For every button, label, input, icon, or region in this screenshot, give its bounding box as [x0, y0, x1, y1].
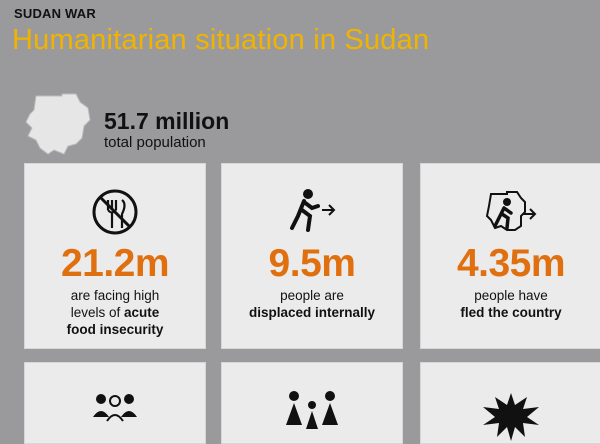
stat-description: people have fled the country — [421, 287, 600, 321]
stat-value: 21.2m — [60, 242, 170, 285]
family-icon — [286, 391, 338, 429]
stat-card-fled-country: 4.35m people have fled the country — [420, 163, 600, 349]
stat-desc-line: are facing high — [70, 288, 160, 303]
stat-desc-bold: acute — [124, 305, 160, 320]
population-label: total population — [104, 134, 206, 151]
population-value: 51.7 million — [104, 108, 230, 134]
explosion-icon — [483, 393, 539, 441]
stat-card-family — [221, 362, 403, 444]
walking-person-arrow-icon — [290, 189, 336, 232]
people-group-icon — [93, 394, 137, 422]
person-leaving-map-icon — [485, 191, 537, 231]
stat-card-food-insecurity: 21.2m are facing high levels of acute fo… — [24, 163, 206, 349]
stat-description: are facing high levels of acute food ins… — [25, 287, 205, 338]
page-title: Humanitarian situation in Sudan — [12, 24, 430, 56]
no-food-icon — [92, 189, 138, 235]
stat-desc-line: levels of acute — [25, 304, 205, 321]
stat-description: people are displaced internally — [222, 287, 402, 321]
kicker-label: SUDAN WAR — [14, 6, 96, 21]
stat-desc-bold: food insecurity — [66, 322, 164, 337]
stat-desc-line: people have — [474, 288, 548, 303]
sudan-map-icon — [25, 93, 91, 155]
stat-desc-bold: fled the country — [460, 305, 562, 320]
stat-card-conflict — [420, 362, 600, 444]
stat-desc-line: people are — [280, 288, 344, 303]
stat-card-people — [24, 362, 206, 444]
stat-desc-bold: displaced internally — [248, 305, 376, 320]
stat-desc-text: levels of — [70, 305, 121, 320]
stat-card-displaced-internally: 9.5m people are displaced internally — [221, 163, 403, 349]
stat-value: 4.35m — [456, 242, 566, 285]
stat-value: 9.5m — [268, 242, 356, 285]
